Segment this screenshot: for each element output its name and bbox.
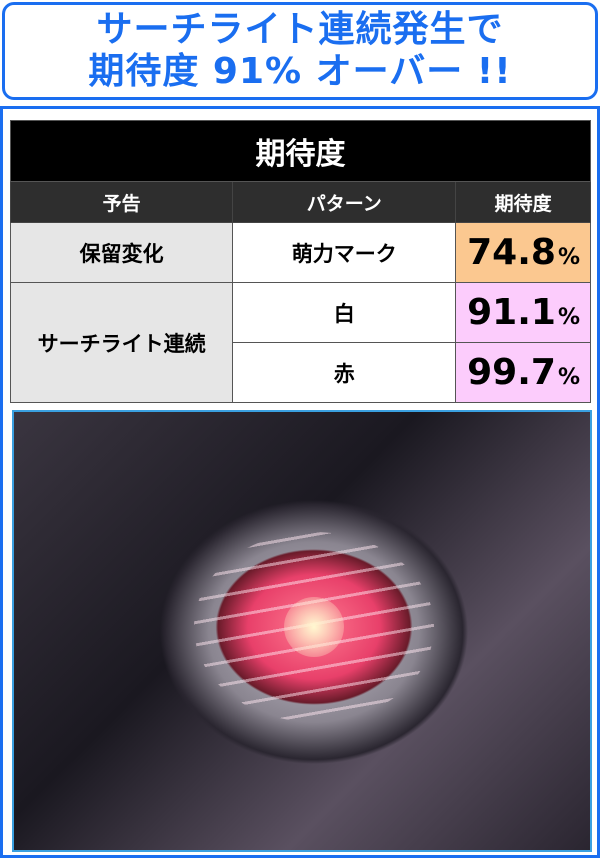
expectation-value: 99.7 (467, 352, 556, 393)
expectation-value: 74.8 (467, 232, 556, 273)
pattern-cell: 萌力マーク (232, 222, 457, 283)
table-title: 期待度 (10, 120, 591, 182)
expectation-cell: 99.7% (455, 342, 591, 403)
table-row: 赤 99.7% (11, 342, 591, 403)
searchlight-photo (12, 410, 592, 852)
table-row: サーチライト連続 白 91.1% (9, 282, 591, 403)
headline-line-1: サーチライト連続発生で (96, 9, 504, 50)
headline-line-2: 期待度 91% オーバー !! (88, 51, 512, 92)
notice-cell: サーチライト連続 (9, 282, 234, 403)
headline-banner: サーチライト連続発生で 期待度 91% オーバー !! (2, 2, 598, 100)
header-pattern: パターン (232, 181, 457, 223)
table-row: 保留変化 萌力マーク 74.8% (9, 222, 591, 283)
lens-glare (284, 597, 344, 657)
header-expectation: 期待度 (455, 181, 591, 223)
percent-unit: % (557, 245, 580, 270)
expectation-value: 91.1 (467, 292, 556, 333)
expectation-cell: 74.8% (455, 222, 591, 283)
pattern-cell: 白 (232, 282, 457, 343)
expectation-table: 期待度 予告 パターン 期待度 保留変化 萌力マーク 74.8% サーチライト連… (9, 120, 591, 403)
notice-cell: 保留変化 (9, 222, 234, 283)
percent-unit: % (557, 365, 580, 390)
percent-unit: % (557, 305, 580, 330)
expectation-cell: 91.1% (455, 282, 591, 343)
header-notice: 予告 (9, 181, 234, 223)
pattern-cell: 赤 (232, 342, 457, 403)
